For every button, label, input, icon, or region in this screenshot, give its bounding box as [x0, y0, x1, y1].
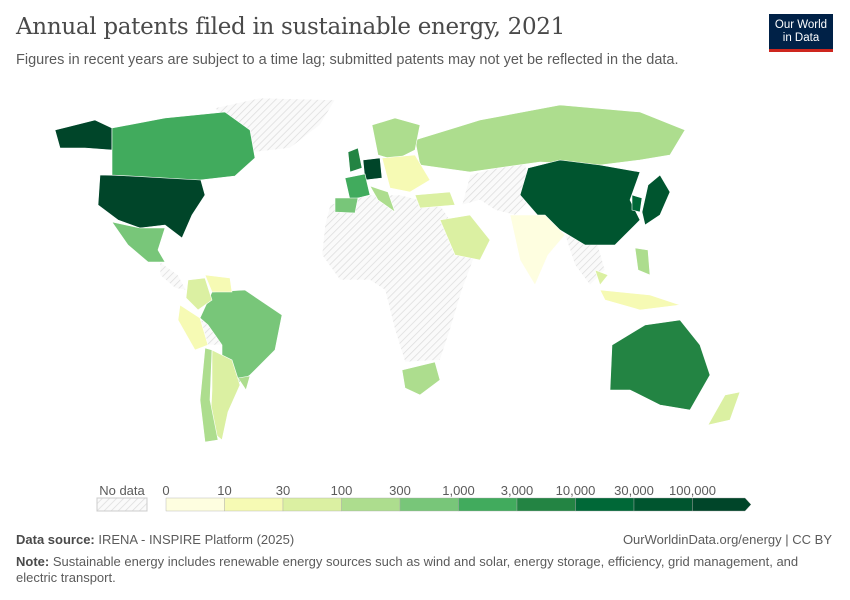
country-united-kingdom[interactable] — [348, 148, 362, 172]
chart-subtitle: Figures in recent years are subject to a… — [16, 52, 679, 68]
no-data-region-central-america-rest[interactable] — [160, 262, 186, 290]
legend-tick-label: 30,000 — [614, 483, 654, 498]
legend-tick-label: 100,000 — [669, 483, 716, 498]
country-japan[interactable] — [642, 175, 670, 225]
country-canada[interactable] — [112, 112, 255, 180]
legend-tick-label: 3,000 — [501, 483, 534, 498]
legend-tick-label: 0 — [162, 483, 169, 498]
legend-bin — [342, 498, 401, 511]
owid-logo[interactable]: Our Worldin Data — [769, 14, 833, 52]
note-text: Sustainable energy includes renewable en… — [16, 554, 798, 585]
country-nordics[interactable] — [372, 118, 420, 160]
legend-bin — [400, 498, 459, 511]
legend-bin — [225, 498, 284, 511]
note-label: Note: — [16, 554, 49, 569]
country-venezuela[interactable] — [205, 275, 232, 292]
legend-bin — [166, 498, 225, 511]
country-russia[interactable] — [415, 105, 685, 172]
legend-tick-label: 30 — [276, 483, 290, 498]
legend-bin — [283, 498, 342, 511]
legend-bin — [693, 498, 752, 511]
country-philippines[interactable] — [635, 248, 650, 275]
country-south-africa[interactable] — [402, 362, 440, 395]
legend-bin — [634, 498, 693, 511]
legend-bin — [459, 498, 518, 511]
legend-no-data-swatch — [97, 498, 147, 511]
legend-bin — [517, 498, 576, 511]
legend: No data 010301003001,0003,00010,00030,00… — [0, 480, 850, 520]
country-uruguay[interactable] — [238, 376, 250, 390]
country-mexico[interactable] — [112, 222, 165, 262]
legend-tick-label: 100 — [331, 483, 353, 498]
data-source: Data source: IRENA - INSPIRE Platform (2… — [16, 532, 294, 547]
world-map — [0, 90, 850, 480]
country-spain[interactable] — [335, 198, 358, 213]
legend-tick-label: 300 — [389, 483, 411, 498]
source-label: Data source: — [16, 532, 95, 547]
country-alaska[interactable] — [55, 120, 112, 150]
country-turkey[interactable] — [415, 192, 455, 208]
source-url[interactable]: OurWorldinData.org/energy | CC BY — [623, 532, 832, 547]
country-australia[interactable] — [610, 320, 710, 410]
country-south-korea[interactable] — [632, 195, 642, 212]
legend-tick-label: 1,000 — [442, 483, 475, 498]
legend-tick-label: 10,000 — [556, 483, 596, 498]
source-text: IRENA - INSPIRE Platform (2025) — [98, 532, 294, 547]
country-new-zealand[interactable] — [708, 392, 740, 425]
legend-bin — [576, 498, 635, 511]
legend-tick-label: 10 — [217, 483, 231, 498]
legend-bar — [0, 480, 850, 520]
chart-title: Annual patents filed in sustainable ener… — [16, 14, 565, 40]
note: Note: Sustainable energy includes renewa… — [16, 554, 831, 586]
country-indonesia[interactable] — [600, 290, 680, 310]
